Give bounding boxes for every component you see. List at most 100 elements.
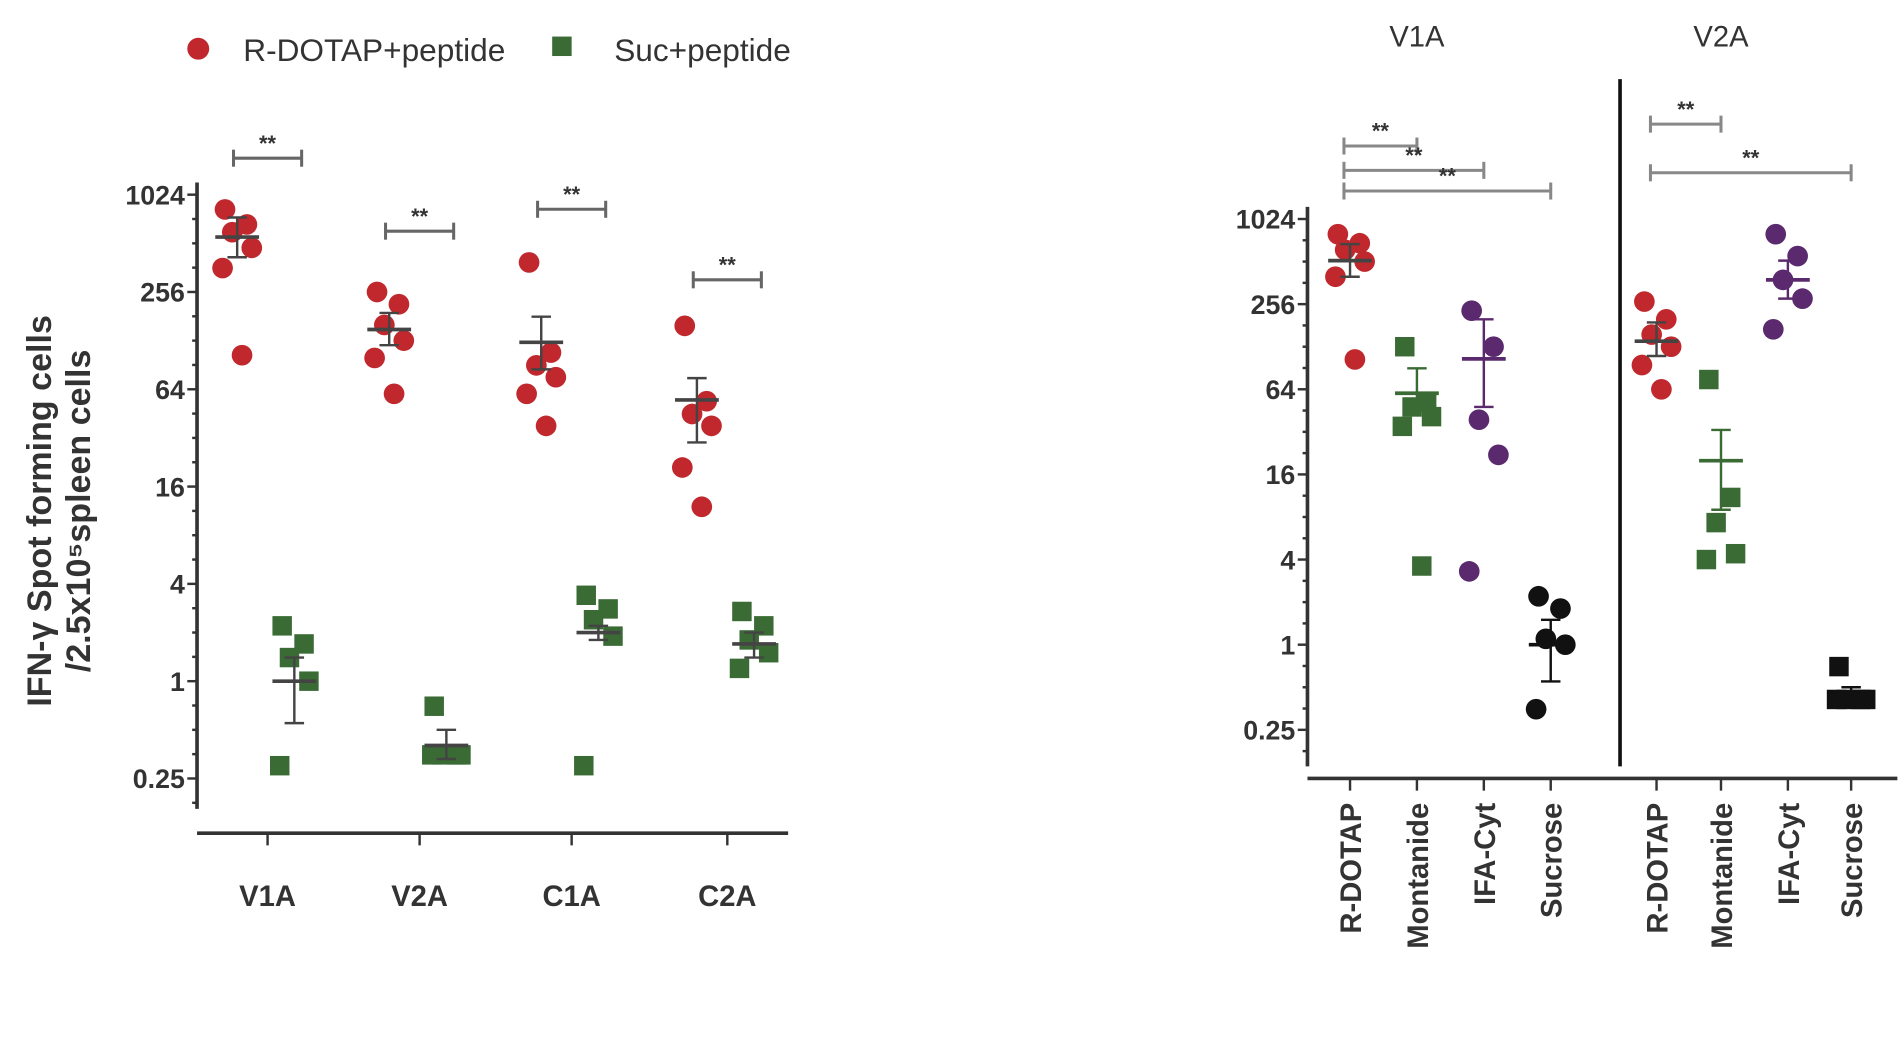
data-point (574, 755, 594, 776)
data-point (674, 315, 696, 337)
y-tick-label: 4 (170, 570, 185, 600)
x-tick-label: V1A (239, 881, 296, 913)
data-point (221, 221, 243, 243)
data-point (535, 415, 557, 437)
data-point (422, 745, 442, 765)
data-point (1634, 291, 1655, 312)
data-point (671, 457, 693, 478)
data-point (583, 610, 604, 630)
legend: R-DOTAP+peptide Suc+peptide (187, 32, 791, 68)
data-point (758, 642, 779, 663)
legend-label-suc: Suc+peptide (614, 32, 791, 68)
data-point (1696, 549, 1717, 570)
data-point (691, 496, 713, 518)
x-tick-label: V2A (391, 881, 448, 913)
data-point (270, 755, 290, 776)
data-point (1792, 288, 1813, 309)
data-point (729, 658, 750, 679)
data-point (241, 237, 263, 259)
x-tick-label: Montanide (1707, 803, 1739, 949)
data-point (1829, 656, 1849, 677)
panel-title-v2a: V2A (1693, 21, 1749, 53)
data-point (1525, 698, 1547, 720)
y-tick-label: 1024 (1236, 205, 1296, 235)
data-point (1412, 556, 1432, 576)
data-point (383, 383, 405, 405)
y-tick-label: 16 (1266, 460, 1296, 490)
data-point (1325, 266, 1346, 288)
data-point (214, 199, 236, 220)
y-tick-label: 16 (155, 472, 185, 502)
data-point (1787, 245, 1808, 267)
data-point (526, 355, 547, 376)
y-tick-label: 64 (1266, 375, 1296, 405)
data-point (1725, 543, 1746, 564)
significance-label: ** (563, 182, 581, 207)
data-point (373, 314, 395, 336)
data-point (1421, 406, 1442, 427)
data-point (732, 601, 752, 622)
y-tick-label: 1024 (125, 180, 185, 210)
y-tick-label: 0.25 (133, 764, 185, 794)
right-chart: V1A V2A 1024 256 64 16 4 1 0.25 R-DOTAP Montanid… (1236, 21, 1898, 949)
data-point (1762, 318, 1784, 340)
data-point (1651, 378, 1672, 400)
data-point (1655, 308, 1677, 330)
x-tick-label: Sucrose (1837, 803, 1869, 918)
y-tick-label: 1 (170, 667, 185, 697)
data-point (272, 616, 292, 636)
panel-title-v1a: V1A (1389, 21, 1445, 53)
data-point (451, 745, 471, 765)
significance-label: ** (1405, 143, 1423, 168)
y-axis-label-line2: /2.5x10⁵spleen cells (60, 350, 98, 673)
y-tick-label: 256 (140, 278, 185, 308)
data-point (603, 626, 623, 646)
significance-label: ** (1439, 164, 1457, 189)
legend-marker-r-dotap (187, 37, 210, 60)
data-point (1720, 487, 1741, 508)
data-point (516, 383, 537, 405)
data-point (1528, 585, 1549, 607)
left-chart: R-DOTAP+peptide Suc+peptide IFN-γ Spot f… (21, 32, 791, 913)
data-point (1765, 223, 1787, 245)
data-point (576, 585, 596, 606)
data-point (1344, 349, 1366, 370)
x-tick-label: R-DOTAP (1336, 803, 1368, 934)
data-point (1550, 598, 1571, 619)
data-point (1334, 239, 1356, 261)
data-point (212, 257, 233, 279)
y-tick-label: 4 (1280, 545, 1295, 575)
data-point (701, 415, 722, 437)
significance-label: ** (1372, 119, 1390, 144)
x-tick-label: Sucrose (1537, 803, 1569, 918)
data-point (424, 696, 444, 716)
y-tick-label: 256 (1251, 290, 1296, 320)
x-tick-label: C2A (698, 881, 756, 913)
significance-label: ** (1677, 97, 1695, 122)
data-point (540, 342, 562, 363)
data-point (1468, 409, 1490, 431)
x-tick-label: Montanide (1403, 803, 1435, 949)
data-point (545, 366, 567, 388)
data-point (393, 330, 415, 351)
significance-label: ** (1742, 145, 1760, 170)
data-point (1461, 300, 1483, 322)
data-point (364, 347, 385, 369)
data-point (1706, 512, 1726, 533)
y-axis-label-line1: IFN-γ Spot forming cells (21, 315, 59, 707)
data-point (1327, 223, 1349, 245)
data-point (366, 281, 388, 303)
data-point (681, 403, 703, 425)
significance-label: ** (259, 131, 277, 156)
data-point (518, 252, 540, 273)
data-point (231, 344, 253, 366)
data-point (1395, 336, 1415, 357)
legend-marker-suc (552, 36, 572, 57)
x-tick-label: R-DOTAP (1642, 803, 1674, 934)
data-point (1631, 354, 1653, 376)
x-tick-label: C1A (542, 881, 600, 913)
data-point (1699, 369, 1719, 390)
y-tick-label: 0.25 (1243, 716, 1295, 746)
significance-label: ** (411, 204, 429, 229)
x-tick-label: IFA-Cyt (1470, 803, 1502, 905)
